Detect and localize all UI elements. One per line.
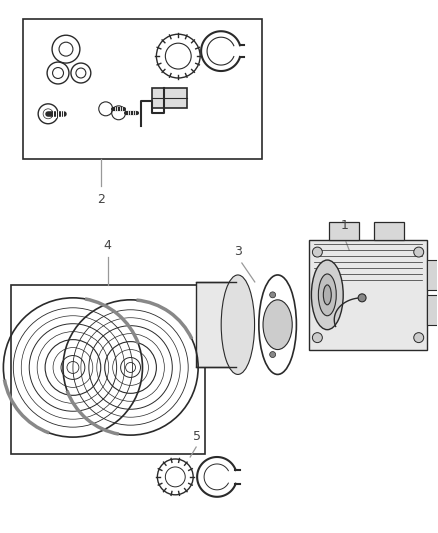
Ellipse shape xyxy=(221,275,254,375)
Ellipse shape xyxy=(323,285,331,305)
Text: 3: 3 xyxy=(234,245,242,258)
Circle shape xyxy=(358,294,366,302)
Ellipse shape xyxy=(311,260,343,330)
Ellipse shape xyxy=(259,275,297,375)
Bar xyxy=(152,88,187,108)
Bar xyxy=(329,222,359,240)
Bar xyxy=(427,295,438,325)
Bar xyxy=(427,260,438,290)
Circle shape xyxy=(312,333,322,343)
Ellipse shape xyxy=(318,274,336,316)
Bar xyxy=(374,222,404,240)
Circle shape xyxy=(270,292,276,298)
Circle shape xyxy=(414,247,424,257)
Polygon shape xyxy=(196,282,236,367)
Text: 1: 1 xyxy=(340,219,348,232)
Ellipse shape xyxy=(263,300,292,350)
Circle shape xyxy=(270,352,276,358)
Text: 5: 5 xyxy=(193,430,201,443)
Bar xyxy=(309,240,427,350)
Circle shape xyxy=(414,333,424,343)
Bar xyxy=(23,19,262,158)
Bar xyxy=(11,285,205,454)
Text: 4: 4 xyxy=(104,239,112,252)
Text: 2: 2 xyxy=(97,193,105,206)
Circle shape xyxy=(312,247,322,257)
